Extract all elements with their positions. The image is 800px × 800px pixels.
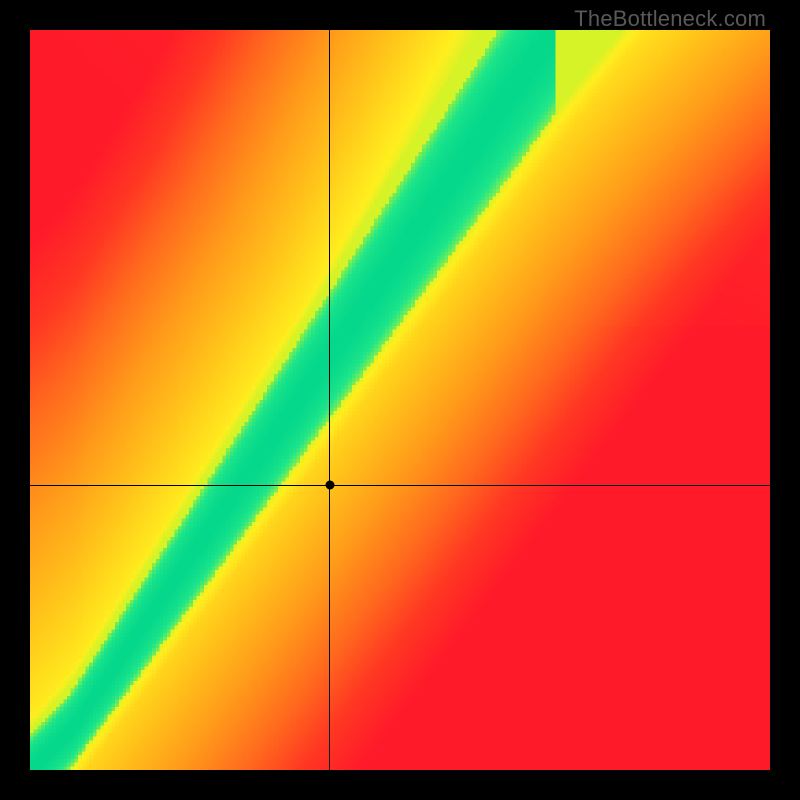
chart-frame: TheBottleneck.com bbox=[0, 0, 800, 800]
heatmap-canvas bbox=[30, 30, 770, 770]
crosshair-horizontal bbox=[30, 485, 770, 486]
crosshair-marker bbox=[325, 481, 334, 490]
crosshair-vertical bbox=[329, 30, 330, 770]
plot-area bbox=[30, 30, 770, 770]
watermark-text: TheBottleneck.com bbox=[574, 6, 766, 32]
